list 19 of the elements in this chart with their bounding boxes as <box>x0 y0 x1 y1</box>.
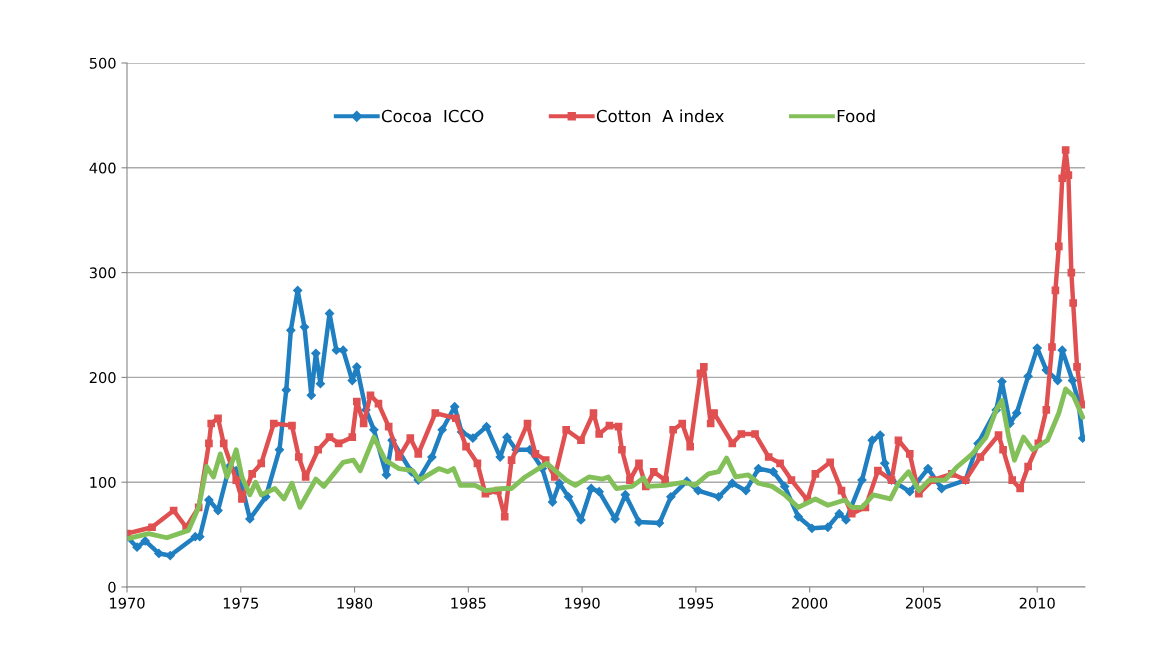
x-tick-label: 1980 <box>337 597 373 609</box>
y-tick-label: 500 <box>89 57 116 69</box>
x-tick-label: 1975 <box>223 597 259 609</box>
y-tick-label: 400 <box>89 162 116 174</box>
x-tick-label: 2000 <box>792 597 828 609</box>
line-series <box>127 386 1085 542</box>
legend-label: Cotton A index <box>596 109 724 123</box>
y-tick-label: 0 <box>108 581 116 593</box>
y-tick-label: 100 <box>90 476 116 488</box>
y-tick-label: 200 <box>89 372 116 384</box>
x-tick-label: 2010 <box>1019 597 1055 609</box>
y-tick-label: 300 <box>89 267 116 279</box>
x-tick-label: 1995 <box>678 597 714 609</box>
x-tick-label: 1985 <box>451 597 486 609</box>
legend-label: Cocoa ICCO <box>381 109 484 123</box>
x-tick-label: 1970 <box>110 597 145 609</box>
x-tick-label: 1990 <box>565 597 600 609</box>
x-tick-label: 2005 <box>905 597 941 609</box>
legend-label: Food <box>837 109 875 123</box>
